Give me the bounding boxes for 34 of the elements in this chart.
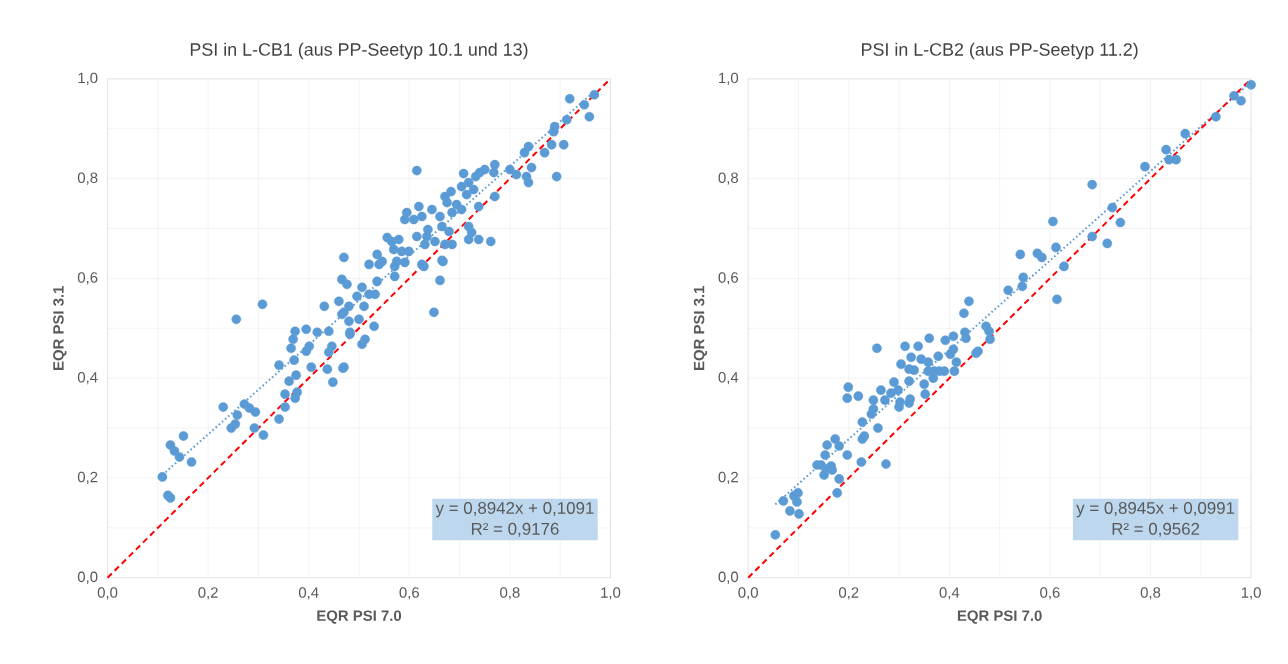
- annotation: R² = 0,9562: [1112, 523, 1200, 538]
- x-tick-label: 0,2: [198, 587, 218, 600]
- x-tick-label: 0,4: [939, 587, 960, 600]
- y-tick-label: 1,0: [719, 72, 739, 86]
- x-tick-label: 0,4: [298, 587, 319, 600]
- x-tick-label: 0,8: [1140, 587, 1161, 600]
- chart-title: PSI in L-CB1 (aus PP-Seetyp 10.1 und 13): [190, 42, 528, 60]
- x-axis-title: EQR PSI 7.0: [957, 610, 1042, 624]
- x-tick-label: 0,0: [97, 587, 118, 600]
- x-tick-label: 0,6: [1040, 587, 1060, 600]
- y-tick-label: 0,4: [718, 372, 739, 385]
- y-tick-label: 0,0: [718, 571, 739, 585]
- x-tick-label: 0,8: [500, 587, 520, 600]
- x-tick-label: 1,0: [1241, 587, 1261, 600]
- y-axis-title: EQR PSI 3.1: [693, 286, 708, 371]
- x-tick-label: 0,6: [399, 587, 420, 600]
- x-tick-label: 0,0: [738, 587, 758, 600]
- y-tick-label: 0,6: [718, 272, 739, 285]
- y-axis-title: EQR PSI 3.1: [53, 286, 67, 371]
- x-tick-label: 1,0: [601, 587, 621, 600]
- annotation: y = 0,8945x + 0,0991: [1076, 502, 1235, 518]
- x-axis-title: EQR PSI 7.0: [317, 610, 402, 624]
- y-tick-label: 0,0: [77, 571, 98, 585]
- annotation: R² = 0,9176: [471, 523, 559, 538]
- x-tick-label: 0,2: [838, 587, 859, 600]
- y-tick-label: 0,8: [718, 172, 739, 185]
- y-tick-label: 1,0: [78, 72, 98, 86]
- y-tick-label: 0,2: [77, 472, 98, 485]
- chart-title: PSI in L-CB2 (aus PP-Seetyp 11.2): [862, 42, 1138, 60]
- y-tick-label: 0,8: [77, 172, 98, 185]
- y-tick-label: 0,2: [718, 472, 738, 485]
- annotation: y = 0,8942x + 0,1091: [435, 502, 594, 518]
- y-tick-label: 0,4: [77, 372, 98, 385]
- y-tick-label: 0,6: [77, 272, 98, 285]
